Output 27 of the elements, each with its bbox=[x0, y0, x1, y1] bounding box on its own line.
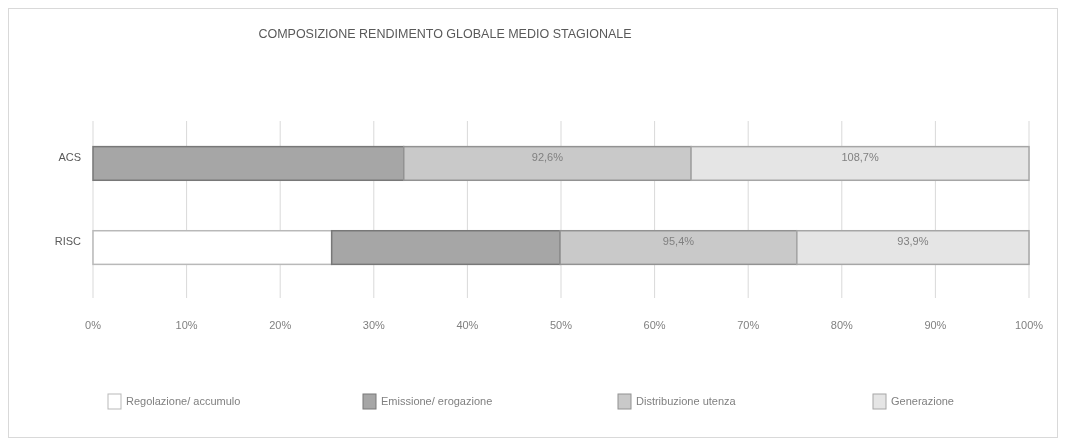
x-tick-label: 90% bbox=[924, 319, 947, 331]
bar bbox=[92, 229, 333, 266]
bar bbox=[330, 229, 561, 266]
legend-label: Emissione/ erogazione bbox=[381, 395, 493, 407]
annotation: 108,7% bbox=[841, 150, 879, 163]
x-tick-label: 40% bbox=[456, 319, 479, 331]
x-tick-label: 100% bbox=[1014, 319, 1044, 331]
x-tick-label: 80% bbox=[830, 319, 854, 331]
chart-title: COMPOSIZIONE RENDIMENTO GLOBALE MEDIO STAGIONALE bbox=[258, 27, 632, 41]
x-tick-label: 10% bbox=[175, 319, 198, 331]
annotation: 93,9% bbox=[897, 234, 929, 247]
annotation: 95,4% bbox=[662, 234, 695, 247]
annotation: 92,6% bbox=[531, 150, 564, 163]
x-tick-label: 70% bbox=[737, 319, 760, 331]
x-tick-label: 20% bbox=[269, 319, 292, 331]
legend-label: Distribuzione utenza bbox=[636, 395, 737, 407]
legend-label: Generazione bbox=[891, 395, 954, 407]
x-tick-label: 60% bbox=[643, 319, 666, 331]
x-tick-label: 30% bbox=[362, 319, 386, 331]
bar bbox=[92, 145, 405, 182]
bar bbox=[403, 145, 692, 182]
legend-label: Regolazione/ accumulo bbox=[126, 395, 241, 407]
x-tick-label: 0% bbox=[85, 319, 102, 331]
bar bbox=[559, 229, 798, 266]
y-tick-label: RISC bbox=[54, 234, 82, 247]
y-tick-label: ACS bbox=[58, 150, 81, 163]
x-tick-label: 50% bbox=[549, 319, 573, 331]
